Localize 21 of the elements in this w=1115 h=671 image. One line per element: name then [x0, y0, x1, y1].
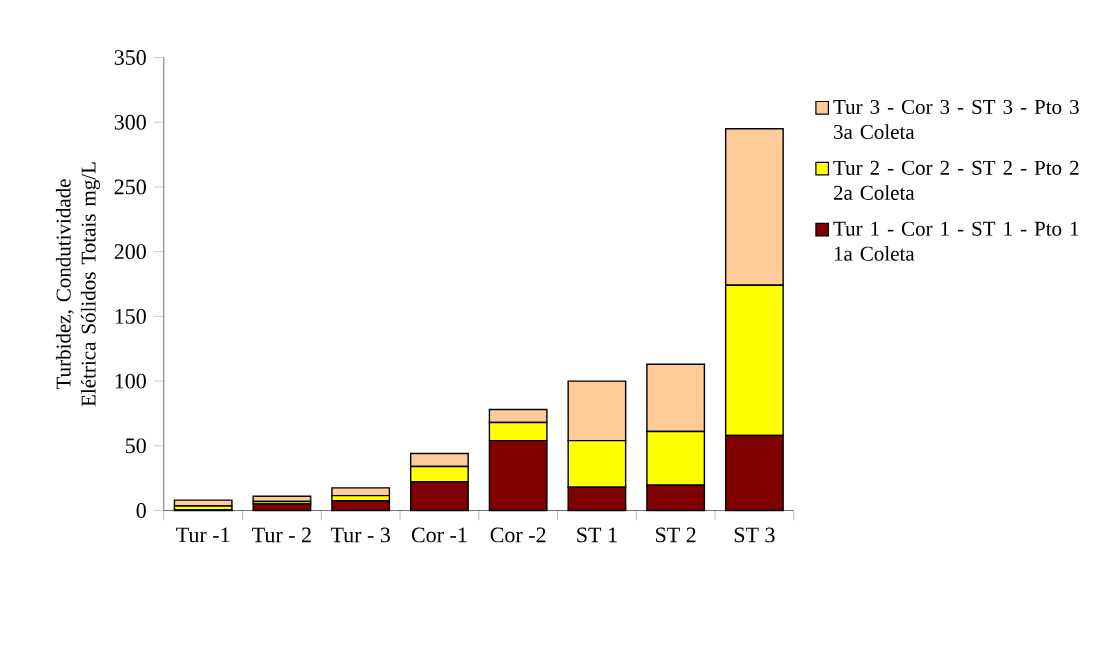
x-tick-label: ST 3 — [734, 527, 775, 543]
y-tick-label: 150 — [115, 308, 146, 324]
x-tick-label: Cor -1 — [411, 527, 467, 543]
legend-label: Tur 3 - Cor 3 - ST 3 - Pto 3 3a Coleta — [833, 99, 1079, 140]
y-axis-title: Turbidez, Condutividade Elétrica Sólidos Totais mg/L — [55, 162, 100, 407]
x-tick-label: Tur - 3 — [330, 527, 390, 543]
y-tick-label: 350 — [114, 50, 146, 65]
x-tick-label: ST 2 — [656, 527, 696, 543]
x-tick-label: Tur -1 — [176, 527, 230, 543]
legend-label: Tur 1 - Cor 1 - ST 1 - Pto 1 1a Coleta — [833, 221, 1079, 261]
y-tick-label: 250 — [114, 179, 146, 195]
y-tick-label: 0 — [136, 503, 146, 518]
y-tick-label: 200 — [114, 244, 146, 260]
x-tick-label: ST 1 — [577, 527, 617, 543]
bar — [252, 503, 312, 512]
y-tick-label: 300 — [114, 114, 146, 130]
legend-label: Tur 2 - Cor 2 - ST 2 - Pto 2 2a Coleta — [833, 160, 1079, 200]
y-tick-label: 50 — [126, 438, 146, 454]
y-tick-label: 100 — [115, 373, 146, 389]
x-tick-label: Cor -2 — [490, 527, 546, 543]
x-tick-label: Tur - 2 — [252, 527, 311, 543]
